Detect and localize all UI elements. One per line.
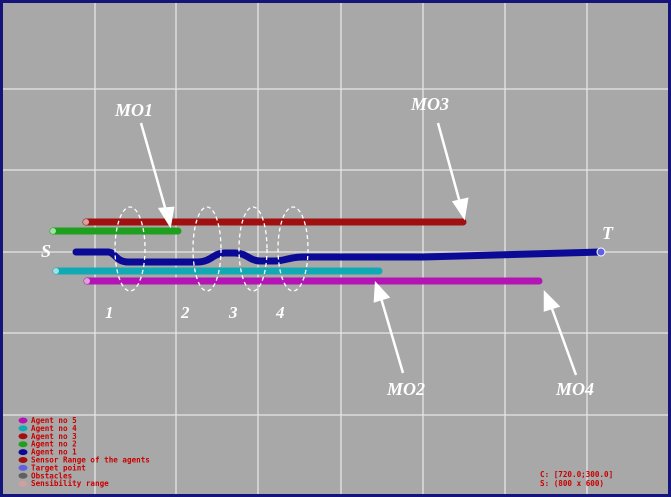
legend-item: Sensibility range bbox=[18, 479, 109, 488]
annotation-arrows bbox=[139, 122, 578, 376]
label-mo2: MO2 bbox=[386, 379, 425, 399]
zone-label-4: 4 bbox=[275, 303, 285, 322]
interaction-zones bbox=[114, 206, 309, 292]
arrow-mo4 bbox=[549, 305, 578, 376]
legend-item: Agent no 2 bbox=[18, 440, 77, 449]
interaction-zone-1 bbox=[114, 206, 146, 292]
arrow-mo2 bbox=[379, 297, 405, 374]
legend-label: Agent no 2 bbox=[31, 440, 77, 449]
legend-swatch bbox=[18, 480, 28, 487]
legend-swatch bbox=[18, 457, 28, 463]
legend-item: Obstacles bbox=[18, 471, 72, 480]
trajectory-agent-2 bbox=[49, 227, 182, 235]
legend-label: Sensibility range bbox=[31, 479, 109, 488]
legend-item: Agent no 3 bbox=[18, 432, 77, 441]
legend-label: Agent no 3 bbox=[31, 432, 77, 441]
trajectory-agent-5 bbox=[83, 277, 543, 285]
simulation-canvas: S T MO1 MO3 MO2 MO4 1 2 3 4 Agent no 5Ag… bbox=[3, 3, 668, 494]
legend-label: Obstacles bbox=[31, 471, 72, 480]
legend-swatch bbox=[18, 417, 28, 424]
legend-item: Sensor Range of the agents bbox=[18, 456, 150, 465]
legend-swatch bbox=[18, 464, 28, 471]
arrow-mo3 bbox=[436, 122, 462, 204]
interaction-zone-3 bbox=[238, 206, 268, 292]
zone-label-3: 3 bbox=[228, 303, 238, 322]
target-point bbox=[596, 247, 606, 257]
cursor-coordinates: C: [720.0;300.0] bbox=[540, 470, 613, 479]
trajectory-agent-3 bbox=[82, 218, 467, 226]
interaction-zone-4 bbox=[277, 206, 309, 292]
legend-label: Sensor Range of the agents bbox=[31, 456, 150, 465]
legend-label: Target point bbox=[31, 463, 86, 472]
legend-swatch bbox=[18, 433, 28, 440]
zone-label-1: 1 bbox=[105, 303, 114, 322]
canvas-size: S: (800 x 600) bbox=[540, 479, 604, 488]
legend-label: Agent no 1 bbox=[31, 448, 77, 457]
legend-swatch bbox=[18, 425, 28, 432]
legend-swatch bbox=[18, 449, 28, 456]
label-target: T bbox=[602, 223, 614, 243]
label-mo4: MO4 bbox=[555, 379, 594, 399]
label-start: S bbox=[41, 241, 51, 261]
label-mo1: MO1 bbox=[114, 100, 153, 120]
legend-item: Agent no 1 bbox=[18, 448, 77, 457]
label-mo3: MO3 bbox=[410, 94, 449, 114]
legend-swatch bbox=[18, 441, 28, 448]
trajectory-agent-1 bbox=[72, 248, 605, 266]
zone-label-2: 2 bbox=[180, 303, 190, 322]
interaction-zone-2 bbox=[192, 206, 222, 292]
legend-label: Agent no 5 bbox=[31, 416, 77, 425]
legend-label: Agent no 4 bbox=[31, 424, 77, 433]
legend-item: Agent no 4 bbox=[18, 424, 77, 433]
trajectory-agent-4 bbox=[52, 267, 383, 275]
legend-item: Agent no 5 bbox=[18, 416, 77, 425]
legend-swatch bbox=[18, 472, 28, 479]
arrow-mo1 bbox=[139, 122, 168, 212]
legend-item: Target point bbox=[18, 463, 86, 472]
